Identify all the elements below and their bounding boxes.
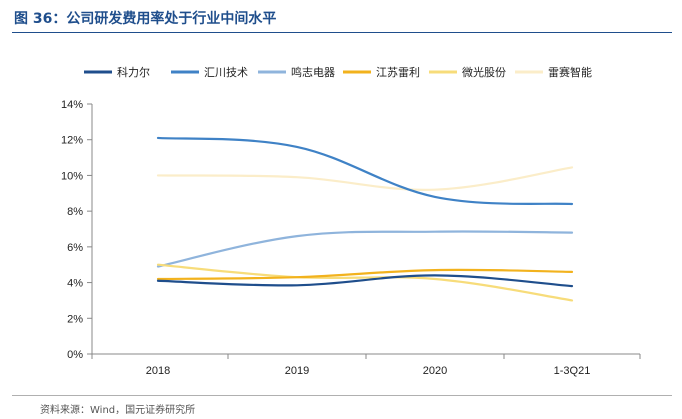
legend-label-3: 鸣志电器 xyxy=(291,65,335,79)
series-lines xyxy=(156,136,574,302)
series-line-1 xyxy=(156,274,574,288)
x-tick-label: 2019 xyxy=(285,365,309,377)
legend-label-5: 微光股份 xyxy=(462,65,506,79)
y-tick-label: 10% xyxy=(61,170,83,182)
y-tick-label: 2% xyxy=(67,313,83,325)
series-line-2 xyxy=(156,136,574,206)
title-rule xyxy=(12,32,672,33)
y-axis: 0% 2% 4% 6% 8% 10% 12% 14% xyxy=(61,99,93,361)
legend-label-2: 汇川技术 xyxy=(204,66,248,79)
y-tick-label: 6% xyxy=(67,242,83,254)
x-tick-label: 2020 xyxy=(423,365,447,377)
source-note: 资料来源：Wind，国元证券研究所 xyxy=(40,405,196,416)
line-chart: 科力尔 汇川技术 鸣志电器 江苏雷利 微光股份 雷赛智能 0% 2% 4% 6% 8% 10% 12%… xyxy=(61,65,641,377)
legend-label-6: 雷赛智能 xyxy=(548,65,592,79)
figure-title: 图 36：公司研发费用率处于行业中间水平 xyxy=(14,11,277,27)
bottom-rule xyxy=(12,395,672,396)
x-tick-label: 1-3Q21 xyxy=(554,365,591,377)
x-axis: 2018 2019 2020 1-3Q21 xyxy=(91,353,641,377)
series-line-6 xyxy=(156,166,574,191)
y-tick-label: 12% xyxy=(61,135,83,147)
legend-label-1: 科力尔 xyxy=(117,65,150,79)
y-tick-label: 0% xyxy=(67,349,83,361)
series-line-5 xyxy=(156,263,574,302)
series-line-3 xyxy=(156,230,574,268)
y-tick-label: 8% xyxy=(67,206,83,218)
x-tick-label: 2018 xyxy=(146,365,170,377)
y-tick-label: 4% xyxy=(67,278,83,290)
legend-label-4: 江苏雷利 xyxy=(376,66,420,79)
series-line-4 xyxy=(156,268,574,281)
legend: 科力尔 汇川技术 鸣志电器 江苏雷利 微光股份 雷赛智能 xyxy=(84,65,592,79)
y-tick-label: 14% xyxy=(61,99,83,111)
